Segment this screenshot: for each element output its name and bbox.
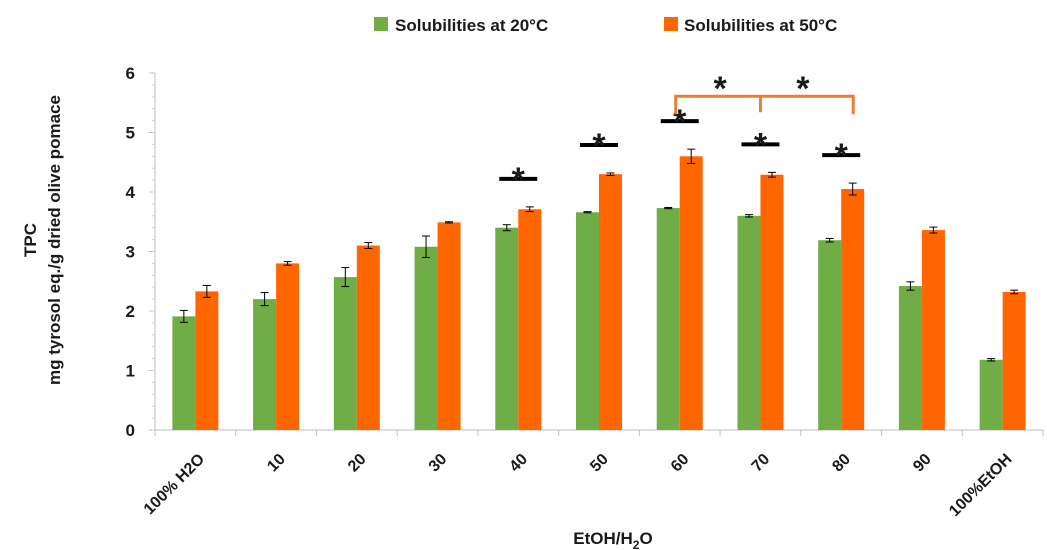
y-tick-label: 1: [126, 362, 135, 381]
bar: [679, 156, 703, 431]
x-tick-label: 30: [426, 451, 451, 476]
bar: [599, 174, 622, 430]
bar: [979, 359, 1003, 430]
significance-star: *: [835, 137, 849, 175]
bar: [172, 316, 196, 430]
x-tick-label: 20: [345, 451, 370, 476]
bar: [898, 286, 922, 430]
x-tick-label: 90: [910, 451, 935, 476]
bar: [818, 240, 842, 430]
y-tick-label: 4: [126, 183, 136, 202]
y-axis-title: TPC mg tyrosol eq./g dried olive pomace: [21, 95, 64, 385]
significance-star: *: [592, 127, 606, 165]
x-axis-title-main: EtOH/H: [573, 529, 633, 548]
bar: [760, 174, 784, 430]
bar: [414, 246, 438, 430]
orange-significance-star: *: [796, 70, 810, 108]
y-tick-label: 3: [126, 243, 135, 262]
bar: [518, 209, 542, 430]
bar: [841, 189, 865, 430]
bar: [356, 245, 380, 430]
y-axis-title-line2: mg tyrosol eq./g dried olive pomace: [45, 95, 64, 385]
bar: [333, 277, 357, 430]
bar: [195, 291, 219, 430]
legend-swatch-50c: [664, 17, 678, 31]
y-tick-label: 5: [126, 124, 135, 143]
orange-significance-star: *: [713, 70, 727, 108]
bar: [253, 299, 277, 430]
bar: [576, 212, 599, 430]
bar: [437, 222, 461, 430]
bar: [656, 208, 680, 430]
x-tick-label: 10: [264, 451, 289, 476]
bar: [1002, 291, 1026, 430]
legend-label-50c: Solubilities at 50°C: [684, 16, 837, 35]
y-axis-title-line1: TPC: [21, 223, 40, 257]
bar: [276, 263, 300, 430]
legend-swatch-20c: [374, 17, 388, 31]
x-tick-label: 60: [668, 451, 693, 476]
orange-significance-bracket: [674, 94, 855, 115]
significance-star: *: [512, 161, 526, 199]
x-tick-label: 40: [506, 451, 531, 476]
x-axis-title-tail: O: [639, 529, 652, 548]
y-tick-label: 2: [126, 302, 135, 321]
x-axis-title-subscript: 2: [633, 538, 640, 550]
error-bars: [179, 148, 1019, 362]
x-tick-label: 70: [749, 451, 774, 476]
x-tick-label: 50: [587, 451, 612, 476]
y-tick-label: 6: [126, 64, 135, 83]
x-tick-label: 80: [829, 451, 854, 476]
bar: [737, 215, 761, 430]
bar: [921, 230, 945, 430]
x-tick-label: 100% H2O: [141, 451, 208, 518]
significance-annotations: **** ** *: [499, 70, 861, 199]
x-axis-title: EtOH/H2O: [573, 529, 652, 550]
legend-label-20c: Solubilities at 20°C: [395, 16, 548, 35]
x-tick-label: 100%EtOH: [946, 451, 1015, 520]
significance-star: *: [754, 126, 768, 164]
bar: [495, 227, 519, 430]
bars: [172, 156, 1026, 431]
legend: Solubilities at 20°C Solubilities at 50°…: [374, 16, 837, 35]
y-tick-label: 0: [126, 421, 135, 440]
